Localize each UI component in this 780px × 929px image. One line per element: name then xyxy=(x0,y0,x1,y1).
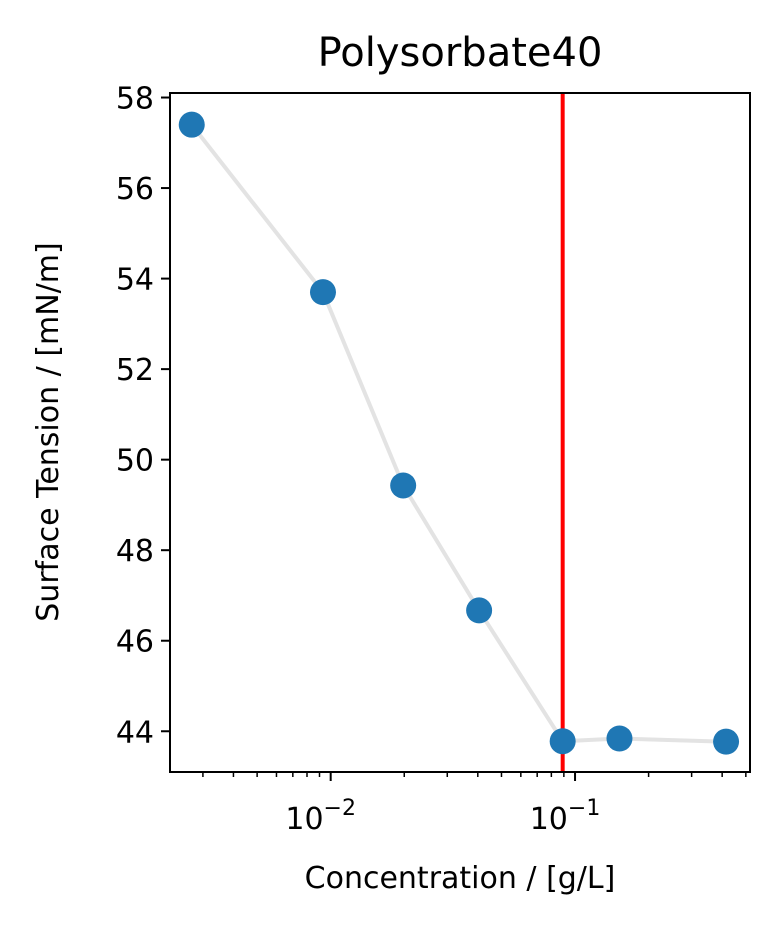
y-tick-label: 50 xyxy=(116,444,154,479)
data-point xyxy=(713,728,740,755)
y-tick-label: 52 xyxy=(116,353,154,388)
x-axis-label: Concentration / [g/L] xyxy=(305,861,616,896)
series-line xyxy=(190,123,727,744)
y-tick-label: 58 xyxy=(116,82,154,117)
x-tick-label: 10−2 xyxy=(285,796,356,837)
data-point xyxy=(178,111,205,138)
plot-area xyxy=(169,92,751,773)
y-tick-label: 48 xyxy=(116,534,154,569)
data-point xyxy=(606,725,633,752)
data-point xyxy=(466,597,493,624)
x-axis: 10−2 10−1 xyxy=(202,772,747,837)
y-tick-label: 44 xyxy=(116,715,154,750)
x-tick-label: 10−1 xyxy=(530,796,601,837)
chart-title: Polysorbate40 xyxy=(318,30,603,76)
y-tick-label: 54 xyxy=(116,263,154,298)
data-point xyxy=(549,728,576,755)
data-point xyxy=(309,279,336,306)
y-tick-label: 56 xyxy=(116,172,154,207)
y-tick-label: 46 xyxy=(116,625,154,660)
y-axis: 44 46 48 50 52 54 56 58 xyxy=(116,82,170,750)
plot-frame xyxy=(169,92,751,773)
data-point xyxy=(390,472,417,499)
y-axis-label: Surface Tension / [mN/m] xyxy=(31,242,66,621)
